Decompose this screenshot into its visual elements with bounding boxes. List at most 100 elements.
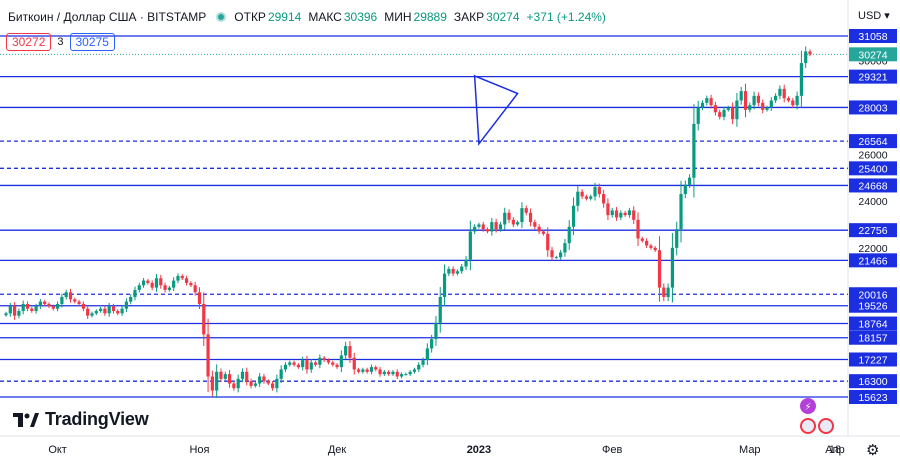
level-tag-28003: [849, 100, 897, 115]
candle-body: [559, 252, 563, 258]
candle-body: [610, 210, 614, 216]
level-tag-16300: [849, 374, 897, 389]
level-tag-26564: [849, 134, 897, 149]
candle-body: [485, 229, 490, 232]
candle-body: [408, 371, 412, 375]
candle-body: [361, 369, 365, 372]
candle-body: [232, 383, 236, 389]
candle-body: [387, 371, 391, 375]
candle-body: [464, 259, 468, 267]
candle-body: [141, 280, 146, 286]
candle-body: [666, 287, 670, 297]
candle-body: [73, 299, 77, 302]
candle-body: [460, 266, 464, 272]
candle-body: [266, 381, 270, 384]
candle-body: [51, 306, 55, 309]
level-label-24668: 24668: [858, 180, 887, 192]
level-label-19526: 19526: [858, 301, 887, 313]
lightning-icon[interactable]: [800, 398, 816, 414]
ask-button[interactable]: 30275: [69, 33, 115, 51]
candle-body: [86, 308, 90, 316]
candle-body: [348, 346, 352, 358]
x-tick-2023: 2023: [467, 444, 491, 456]
high-value: 30396: [343, 10, 378, 24]
candle-body: [133, 289, 137, 297]
level-tag-19526: [849, 298, 897, 313]
triangle-drawing: [473, 74, 519, 146]
candle-body: [597, 187, 601, 195]
candle-body: [537, 226, 541, 232]
level-label-28003: 28003: [858, 102, 887, 114]
candle-body: [490, 222, 494, 232]
candle-body: [662, 287, 666, 297]
candle-body: [395, 371, 399, 377]
x-tick-Фев: Фев: [602, 444, 622, 456]
high-label: МАКС: [308, 10, 342, 24]
candle-body: [98, 308, 103, 312]
level-label-17227: 17227: [858, 354, 887, 366]
level-label-31058: 31058: [858, 31, 887, 43]
candle-body: [94, 311, 98, 314]
candle-body: [550, 250, 554, 258]
candle-body: [520, 208, 524, 223]
x-tick-Ноя: Ноя: [189, 444, 209, 456]
candle-body: [528, 212, 533, 223]
candle-body: [593, 187, 597, 197]
candle-body: [253, 383, 257, 386]
candle-body: [455, 271, 460, 274]
candle-body: [176, 275, 180, 281]
candle-body: [722, 109, 726, 117]
currency-label: USD: [858, 10, 882, 22]
symbol-title[interactable]: Биткоин / Доллар США · BITSTAMP: [8, 10, 207, 24]
candle-body: [705, 98, 709, 103]
candle-body: [172, 280, 176, 288]
candle-body: [129, 296, 133, 302]
candle-body: [438, 296, 442, 323]
candle-body: [653, 247, 657, 251]
horizontal-levels: [0, 35, 848, 398]
candle-body: [344, 346, 348, 356]
level-label-18157: 18157: [858, 333, 887, 345]
us-flag-icon-2[interactable]: [818, 418, 834, 434]
candle-body: [8, 306, 12, 314]
bid-button[interactable]: 30272: [6, 33, 52, 51]
candle-body: [412, 369, 417, 372]
candle-body: [799, 63, 804, 96]
candle-body: [137, 285, 141, 290]
level-tag-25400: [849, 161, 897, 176]
candle-body: [180, 275, 184, 279]
candle-body: [21, 303, 25, 312]
candle-body: [623, 212, 627, 216]
candle-body: [258, 376, 262, 384]
settings-gear-icon[interactable]: ⚙: [866, 442, 880, 459]
candle-body: [679, 194, 683, 230]
candle-body: [382, 371, 386, 375]
candle-body: [81, 303, 85, 309]
candle-body: [696, 107, 700, 124]
candle-body: [270, 383, 275, 389]
candle-body: [735, 100, 739, 120]
candle-body: [313, 362, 318, 365]
open-label: ОТКР: [234, 10, 266, 24]
candle-body: [197, 292, 202, 304]
candle-body: [507, 212, 511, 220]
candle-body: [309, 362, 313, 370]
event-icons[interactable]: ⚡: [800, 398, 834, 434]
candle-body: [718, 112, 722, 117]
level-label-16300: 16300: [858, 376, 887, 388]
candle-body: [589, 196, 593, 199]
candle-body: [356, 369, 361, 372]
candle-body: [756, 95, 761, 103]
us-flag-icon-1[interactable]: [800, 418, 816, 434]
level-price-labels: 31058 29321 28003 26564 25400 24668 22756 21466…: [849, 29, 897, 404]
candle-body: [421, 360, 425, 365]
candle-body: [675, 229, 679, 248]
currency-selector[interactable]: USD ▾: [858, 9, 890, 22]
level-label-22756: 22756: [858, 225, 887, 237]
candle-body: [223, 374, 227, 379]
candle-body: [468, 231, 472, 260]
x-tick-Апр: Апр: [825, 444, 844, 456]
level-tag-21466: [849, 253, 897, 268]
tradingview-logo[interactable]: TradingView: [13, 409, 149, 430]
